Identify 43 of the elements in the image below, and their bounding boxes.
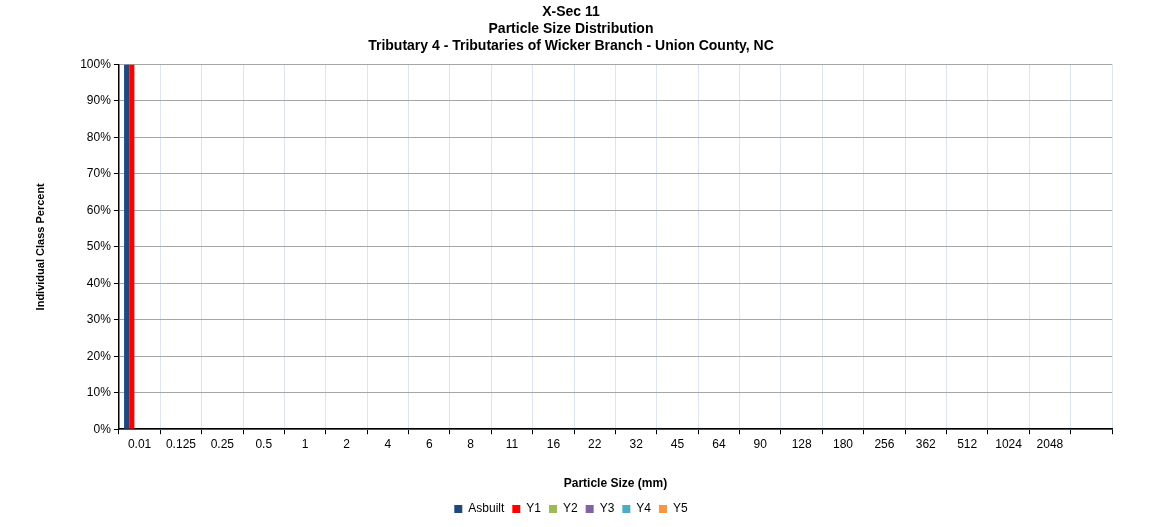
x-tick-label: 16 (546, 436, 561, 451)
y-tick-label: 50% (86, 239, 112, 254)
x-tick-label: 256 (874, 436, 895, 451)
y-tick-label: 90% (86, 93, 112, 108)
y-tick-label: 40% (86, 275, 112, 290)
y-tick-label: 80% (86, 129, 112, 144)
x-tick-label: 90 (753, 436, 768, 451)
y-tick-label: 20% (86, 348, 112, 363)
x-tick-label: 11 (505, 436, 519, 451)
legend-label: Y3 (599, 501, 615, 516)
y-tick-label: 0% (93, 421, 112, 436)
y-tick-label: 30% (86, 312, 112, 327)
y-tick-label: 70% (86, 166, 112, 181)
x-tick-label: 32 (629, 436, 644, 451)
x-tick-label: 0.25 (210, 436, 235, 451)
legend-label: Y2 (562, 501, 578, 516)
legend-label: Y5 (673, 501, 689, 516)
x-tick-label: 180 (833, 436, 854, 451)
x-tick-label: 2 (343, 436, 351, 451)
x-tick-label: 6 (425, 436, 433, 451)
x-tick-label: 1 (301, 436, 309, 451)
y-tick-label: 10% (86, 385, 112, 400)
x-axis-title: Particle Size (mm) (563, 476, 668, 491)
legend-label: Asbuilt (468, 501, 505, 516)
x-tick-label: 0.01 (127, 436, 152, 451)
y-tick-label: 100% (80, 56, 112, 71)
x-tick-label: 2048 (1036, 436, 1064, 451)
x-tick-label: 64 (712, 436, 726, 451)
x-tick-label: 22 (588, 436, 602, 451)
chart-title: X-Sec 11 Particle Size Distribution Tributary 4 - Tributaries of Wicker Branch - Union County, NC (368, 3, 774, 53)
y-tick-label: 60% (86, 202, 112, 217)
x-tick-label: 1024 (995, 436, 1023, 451)
x-tick-label: 0.5 (255, 436, 273, 451)
x-tick-label: 0.125 (165, 436, 197, 451)
x-tick-label: 362 (915, 436, 937, 451)
x-tick-label: 4 (384, 436, 392, 451)
x-tick-label: 8 (467, 436, 475, 451)
x-tick-label: 45 (670, 436, 685, 451)
x-tick-label: 128 (791, 436, 812, 451)
legend-label: Y4 (636, 501, 652, 516)
x-tick-label: 512 (957, 436, 978, 451)
legend-label: Y1 (526, 501, 542, 516)
y-axis-title: Individual Class Percent (33, 182, 46, 311)
